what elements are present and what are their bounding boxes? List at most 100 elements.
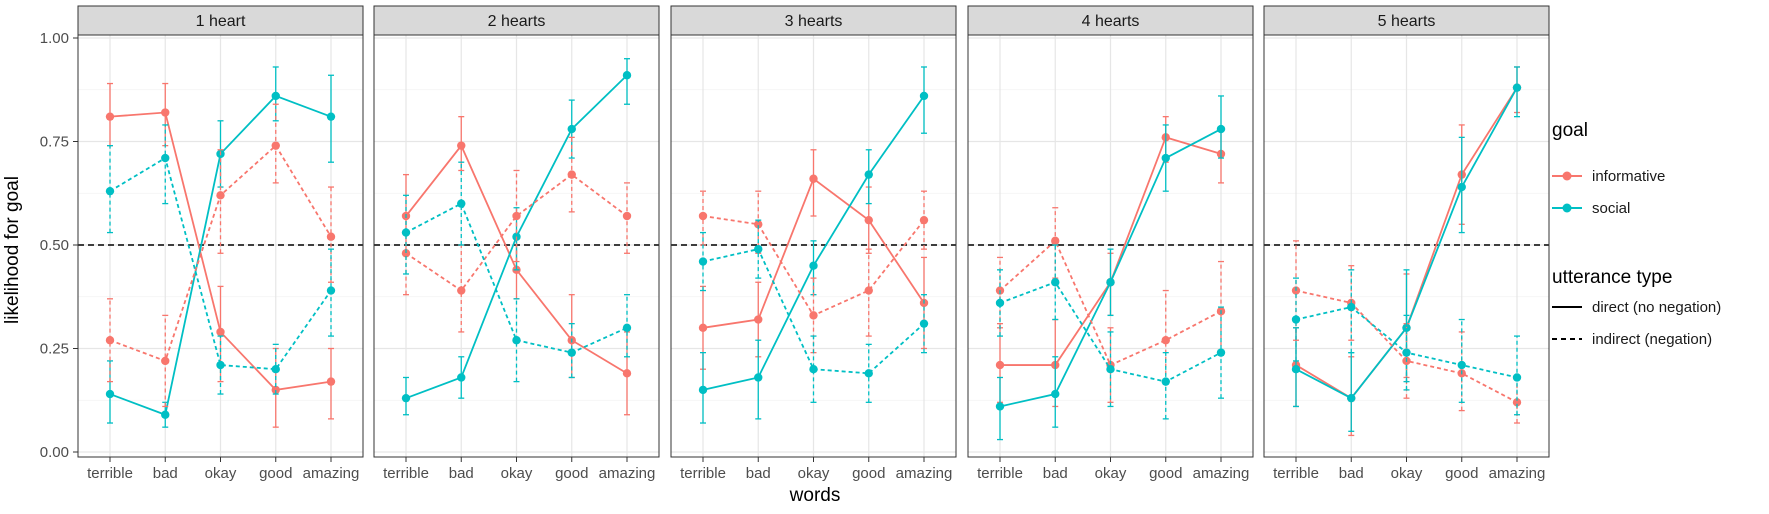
data-point: [754, 244, 763, 254]
x-tick-label: amazing: [303, 465, 360, 482]
y-tick-label: 0.25: [40, 341, 69, 358]
series-social-indirect: [401, 161, 632, 383]
panel: 3 hearts terrible bad okay good amazing: [670, 5, 957, 482]
series-informative-indirect: [401, 136, 632, 333]
panel: 2 hearts terrible bad okay good amazing: [373, 5, 660, 482]
x-tick-label: amazing: [1489, 465, 1546, 482]
data-point: [457, 199, 466, 208]
x-tick-label: terrible: [680, 465, 726, 482]
data-point: [698, 257, 708, 266]
panel-strip: [77, 5, 364, 36]
data-point: [1161, 336, 1170, 345]
y-tick-label: 1.00: [40, 30, 69, 47]
series-informative-indirect: [698, 190, 929, 354]
data-point: [326, 286, 336, 295]
series-line: [109, 156, 332, 371]
legend-informative-point: [1562, 171, 1572, 181]
panel-strip-label: 3 hearts: [785, 13, 843, 30]
legend-social-point: [1562, 203, 1572, 213]
data-point: [1457, 360, 1466, 370]
data-point: [326, 112, 336, 121]
series-social-indirect: [105, 124, 336, 395]
data-point: [1512, 373, 1522, 382]
data-point: [161, 410, 170, 419]
data-point: [809, 311, 818, 320]
data-point: [105, 112, 115, 121]
legend-item-social: social: [1552, 200, 1630, 217]
data-point: [1512, 398, 1522, 407]
data-point: [1457, 182, 1466, 192]
data-point: [216, 191, 225, 200]
panel-strip-label: 4 hearts: [1082, 13, 1140, 30]
panel-strip: [1263, 5, 1550, 36]
panel: 5 hearts terrible bad okay good amazing: [1263, 5, 1550, 482]
x-tick-label: good: [852, 465, 885, 482]
y-axis-title: likelihood for goal: [2, 176, 23, 324]
data-point: [622, 323, 632, 332]
x-tick-label: terrible: [87, 465, 133, 482]
legend: goal informative social utterance type d…: [1552, 120, 1721, 348]
data-point: [1347, 393, 1356, 403]
legend-informative-label: informative: [1592, 168, 1665, 185]
data-point: [754, 315, 763, 324]
panel: 1 heart terrible bad okay good amazing: [77, 5, 364, 482]
data-point: [105, 336, 115, 345]
x-tick-label: terrible: [977, 465, 1023, 482]
series-informative-direct: [698, 149, 929, 370]
data-point: [161, 153, 170, 163]
data-point: [809, 261, 818, 270]
x-tick-label: terrible: [1273, 465, 1319, 482]
x-axis-title: words: [789, 485, 841, 506]
data-point: [622, 211, 632, 221]
y-tick-label: 0.75: [40, 134, 69, 151]
legend-direct-label: direct (no negation): [1592, 299, 1721, 316]
x-tick-label: good: [1149, 465, 1182, 482]
data-point: [1216, 124, 1226, 134]
data-point: [512, 336, 521, 345]
data-point: [1051, 389, 1060, 399]
data-point: [995, 298, 1005, 308]
x-tick-label: bad: [1339, 465, 1364, 482]
x-tick-label: bad: [1043, 465, 1068, 482]
data-point: [1216, 348, 1226, 357]
data-point: [919, 319, 929, 328]
x-tick-label: good: [1445, 465, 1478, 482]
data-point: [161, 108, 170, 117]
data-point: [1347, 302, 1356, 312]
legend-utterance-title: utterance type: [1552, 267, 1672, 288]
legend-item-indirect: indirect (negation): [1552, 331, 1712, 348]
x-tick-label: okay: [1391, 465, 1423, 482]
y-tick-label: 0.00: [40, 444, 69, 461]
series-informative-indirect: [105, 103, 336, 408]
x-tick-label: okay: [205, 465, 237, 482]
data-point: [105, 186, 115, 196]
data-point: [1051, 278, 1060, 287]
x-tick-label: okay: [1095, 465, 1127, 482]
legend-item-informative: informative: [1552, 168, 1665, 185]
data-point: [401, 228, 411, 237]
data-point: [864, 215, 873, 225]
data-point: [567, 170, 576, 179]
x-tick-label: good: [555, 465, 588, 482]
x-tick-label: amazing: [896, 465, 953, 482]
data-point: [1051, 236, 1060, 246]
x-tick-label: okay: [798, 465, 830, 482]
data-point: [457, 141, 466, 150]
legend-goal-title: goal: [1552, 120, 1588, 141]
panel-strip-label: 1 heart: [196, 13, 246, 30]
data-point: [698, 211, 708, 221]
x-tick-label: bad: [746, 465, 771, 482]
x-tick-label: good: [259, 465, 292, 482]
series-social-indirect: [698, 219, 929, 403]
panel-strip-label: 2 hearts: [488, 13, 546, 30]
data-point: [1512, 83, 1522, 92]
data-point: [1161, 153, 1170, 163]
series-social-direct: [995, 95, 1226, 441]
data-point: [622, 71, 632, 80]
panel-strip: [373, 5, 660, 36]
series-social-indirect: [995, 244, 1226, 420]
data-point: [1106, 278, 1115, 287]
data-point: [567, 124, 576, 134]
